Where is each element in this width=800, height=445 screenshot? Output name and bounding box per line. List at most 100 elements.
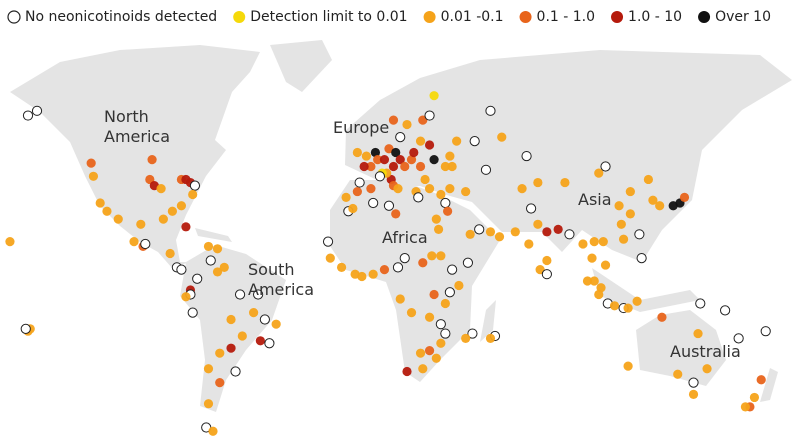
sample-point: [733, 333, 744, 344]
sample-point: [440, 298, 450, 309]
sample-point: [461, 186, 471, 197]
africa-land: [330, 180, 500, 382]
sample-point: [203, 399, 214, 409]
sample-point: [205, 255, 216, 266]
sample-point: [521, 150, 532, 162]
sample-point: [679, 192, 690, 202]
legend-swatch: [519, 11, 532, 23]
sample-point: [424, 312, 435, 322]
sample-point: [399, 253, 410, 264]
sample-point: [760, 326, 771, 337]
sample-point: [553, 224, 563, 234]
sample-point: [688, 389, 699, 399]
sample-point: [524, 239, 534, 249]
sample-point: [480, 164, 492, 175]
sample-point: [212, 267, 223, 277]
sample-point: [357, 271, 367, 282]
sample-point: [373, 155, 383, 165]
sample-point: [136, 219, 146, 229]
caribbean-land: [195, 228, 232, 242]
sample-point: [424, 184, 435, 194]
sample-point: [564, 229, 575, 240]
region-label-line: America: [104, 127, 170, 146]
sample-point: [447, 264, 458, 275]
sample-point: [379, 265, 390, 275]
region-label: Asia: [578, 190, 612, 209]
sample-point: [147, 155, 157, 165]
legend-label: No neonicotinoids detected: [25, 9, 217, 25]
sample-point: [756, 375, 766, 385]
sample-point: [230, 366, 241, 377]
sample-point: [625, 209, 635, 219]
sample-point: [435, 319, 446, 330]
sample-point: [259, 314, 270, 325]
sample-point: [322, 236, 334, 247]
madagascar-land: [480, 300, 496, 342]
sample-point: [510, 227, 520, 237]
new-zealand-land: [760, 368, 778, 402]
sample-point: [494, 232, 505, 242]
sample-point: [413, 192, 424, 203]
sample-point: [447, 161, 457, 172]
sample-point: [140, 238, 151, 250]
sample-point: [541, 269, 552, 280]
sample-point: [368, 197, 379, 209]
sample-point: [467, 328, 478, 339]
sample-point: [462, 257, 474, 268]
region-label-line: North: [104, 107, 149, 126]
sample-point: [445, 184, 455, 194]
sample-point: [384, 144, 394, 154]
sample-point: [5, 237, 15, 247]
sample-point: [655, 201, 665, 211]
legend: No neonicotinoids detected Detection limi…: [7, 9, 771, 25]
sample-point: [600, 161, 611, 172]
sample-point: [443, 206, 453, 216]
sample-point: [31, 105, 43, 116]
sample-point: [176, 201, 187, 211]
sample-point: [226, 343, 236, 353]
sample-point: [623, 303, 633, 313]
sample-point: [156, 184, 166, 194]
legend-label: 0.01 -0.1: [441, 9, 504, 25]
sample-point: [429, 289, 439, 300]
legend-swatch: [7, 10, 21, 24]
sample-point: [657, 312, 667, 322]
sample-point: [440, 328, 451, 339]
sample-point: [444, 287, 455, 298]
sample-point: [249, 308, 259, 318]
sample-point: [427, 251, 437, 261]
region-labels: North America Europe Africa South America …: [104, 107, 741, 361]
sample-point: [452, 136, 462, 146]
sample-point: [165, 248, 175, 259]
sample-point: [192, 273, 203, 284]
sample-point: [436, 251, 446, 261]
sample-point: [187, 307, 198, 318]
sample-point: [395, 132, 406, 143]
sample-point: [22, 110, 34, 121]
sample-point: [431, 353, 441, 363]
sample-point: [497, 132, 507, 142]
sample-point: [740, 402, 751, 412]
sample-point: [600, 260, 611, 270]
sample-point: [253, 289, 264, 300]
sample-point: [393, 184, 403, 194]
sample-points: [5, 91, 771, 436]
legend-label: Detection limit to 0.01: [250, 9, 407, 25]
sample-point: [374, 171, 386, 182]
sample-point: [589, 237, 599, 247]
sample-point: [400, 161, 410, 172]
sample-point: [485, 105, 496, 116]
region-label: Africa: [382, 228, 428, 247]
sample-point: [693, 328, 703, 339]
sample-point: [158, 214, 168, 224]
sample-point: [361, 151, 371, 161]
sample-point: [336, 262, 347, 272]
legend-swatch: [611, 11, 624, 23]
sample-point: [420, 174, 430, 185]
sample-point: [688, 377, 699, 388]
sample-point: [20, 323, 31, 334]
sample-point: [429, 155, 439, 165]
sample-point: [436, 189, 446, 200]
sample-point: [226, 314, 236, 325]
